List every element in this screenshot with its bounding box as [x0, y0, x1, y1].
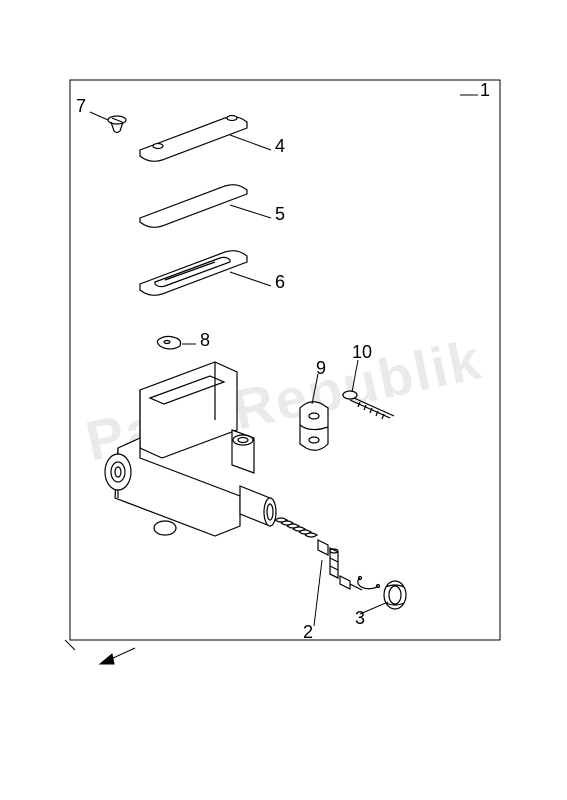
part-snap-ring	[358, 577, 380, 589]
callout-2: 2	[303, 622, 313, 643]
callout-6: 6	[275, 272, 285, 293]
part-master-cylinder-body	[105, 362, 276, 536]
assembly-border	[70, 80, 500, 640]
part-bolt-10	[343, 391, 394, 419]
part-clip-8	[157, 336, 180, 349]
direction-arrow	[100, 648, 135, 664]
callout-5: 5	[275, 204, 285, 225]
part-piston-set-2	[275, 518, 362, 590]
callout-9: 9	[316, 358, 326, 379]
part-diaphragm-6	[140, 251, 247, 296]
part-screw-7	[108, 116, 126, 133]
part-plate-5	[140, 185, 247, 228]
callout-3: 3	[355, 608, 365, 629]
diagram-svg	[0, 0, 567, 800]
callout-4: 4	[275, 136, 285, 157]
diagram-canvas: PartsRepublik	[0, 0, 567, 800]
callout-10: 10	[352, 342, 372, 363]
callout-1: 1	[480, 80, 490, 101]
callout-7: 7	[76, 96, 86, 117]
part-clamp-9	[300, 402, 328, 451]
leader-lines	[90, 95, 478, 626]
part-boot-3	[384, 581, 406, 609]
callout-8: 8	[200, 330, 210, 351]
part-cap-4	[140, 116, 247, 162]
